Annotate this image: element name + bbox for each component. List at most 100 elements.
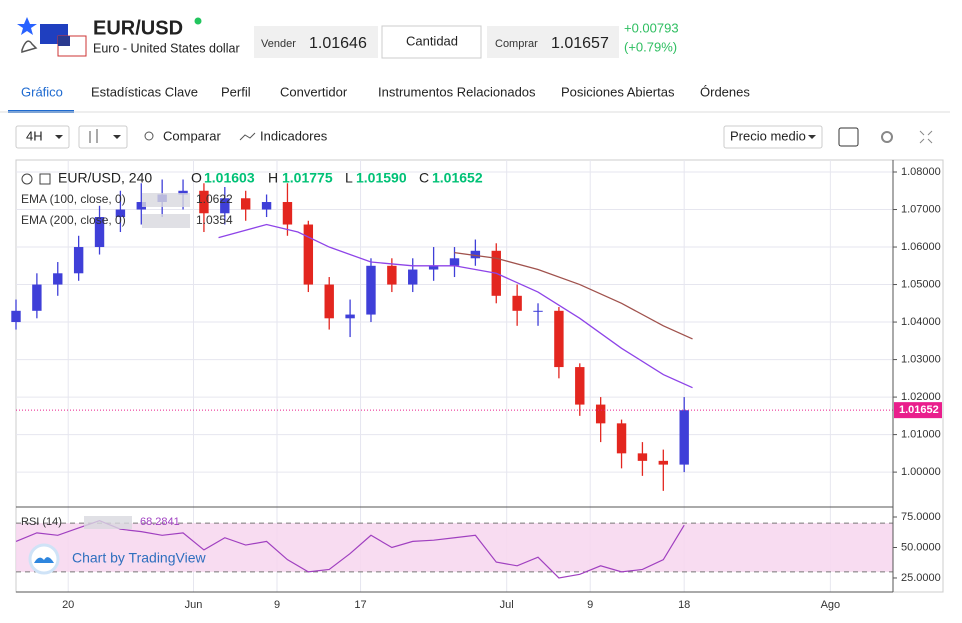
quantity-input[interactable]: [381, 25, 482, 59]
candle-body: [220, 198, 230, 214]
price-type: Precio medio: [730, 128, 806, 143]
y-tick-label: 1.04000: [901, 316, 941, 328]
indicator-controls: [142, 193, 190, 207]
legend-o: 1.01603: [204, 170, 255, 186]
collapse-icon[interactable]: [21, 173, 33, 185]
chart-frame: [15, 159, 944, 593]
candle-body: [679, 410, 689, 465]
candle-body: [387, 265, 397, 285]
candle-body: [366, 265, 376, 315]
candle-body: [470, 250, 481, 259]
watermark: Chart by TradingView: [72, 550, 206, 566]
candle-body: [658, 460, 669, 465]
compare-icon: [144, 131, 154, 141]
y-tick-label: 1.07000: [901, 203, 941, 215]
candle-body: [136, 202, 146, 210]
candle-body: [554, 310, 564, 368]
y-tick-label: 1.05000: [901, 278, 941, 290]
legend-o-label: O: [191, 170, 202, 186]
candle-body: [32, 284, 42, 311]
quantity-label: Cantidad: [406, 33, 458, 48]
change: +0.00793: [624, 20, 679, 35]
candle-body: [199, 190, 209, 214]
indicator-legend: EMA (100, close, 0) 1.0622 EMA (200, close…: [21, 192, 233, 228]
candle-body: [575, 367, 585, 405]
star-icon[interactable]: [17, 17, 37, 35]
candle-body: [94, 217, 105, 248]
candle-body: [637, 453, 648, 461]
indicator-controls: [84, 516, 132, 529]
candle-body: [512, 295, 522, 311]
y-tick-label: 1.00000: [901, 466, 941, 478]
indicators-button[interactable]: Indicadores: [260, 128, 328, 143]
y-tick-label: 1.06000: [901, 241, 941, 253]
candle-body: [115, 209, 126, 218]
candle-body: [282, 202, 293, 225]
last-price-badge: [894, 402, 942, 419]
ema-line: [218, 223, 693, 389]
y-tick-label: 1.03000: [901, 353, 941, 365]
buy-price: 1.01657: [551, 35, 609, 52]
rsi-value: 68.2841: [140, 516, 180, 528]
indicator-value: 1.0622: [196, 192, 233, 206]
tab[interactable]: Instrumentos Relacionados: [378, 84, 536, 99]
tab[interactable]: Perfil: [221, 84, 251, 99]
interval-select[interactable]: [15, 125, 70, 149]
pane-icon[interactable]: [39, 173, 51, 185]
tab[interactable]: Gráfico: [21, 84, 63, 99]
watermark-cloud: [34, 557, 54, 563]
chart-style-select[interactable]: [78, 125, 128, 149]
y-tick-label: 1.01000: [901, 429, 941, 441]
settings-icon[interactable]: [881, 131, 893, 143]
compare-button[interactable]: Comparar: [163, 128, 221, 143]
candle-body: [11, 310, 21, 323]
indicator-value: 1.0354: [196, 213, 233, 227]
candle-body: [428, 265, 439, 270]
interval: 4H: [26, 128, 43, 143]
bell-icon[interactable]: [21, 40, 38, 53]
candle-body: [240, 198, 251, 210]
sell-box[interactable]: [254, 26, 378, 58]
legend-l: 1.01590: [356, 170, 407, 186]
rsi-line: [15, 520, 685, 579]
expand-icon[interactable]: [919, 130, 933, 144]
watermark-logo: [28, 543, 60, 575]
symbol: EUR/USD: [93, 17, 183, 39]
candle-body: [449, 258, 460, 266]
tabs: Gráfico Estadísticas Clave Perfil Convertid…: [8, 84, 750, 113]
indicators-icon: [239, 132, 256, 141]
x-tick-label: Ago: [821, 599, 841, 611]
sell-price: 1.01646: [309, 35, 367, 52]
last-price-label: 1.01652: [899, 404, 939, 416]
x-tick-label: 18: [678, 599, 690, 611]
price-type-select[interactable]: [723, 125, 823, 149]
rsi-band: [16, 523, 893, 572]
rsi-tick-label: 25.0000: [901, 572, 941, 584]
chart: 20 Jun 9 17 Jul 9 18 Ago 1.08000 1.07000 1.06000 1.…: [11, 160, 942, 611]
x-tick-label: Jul: [500, 599, 514, 611]
candle-body: [73, 247, 84, 274]
legend-c: 1.01652: [432, 170, 483, 186]
candle-body: [324, 284, 334, 319]
indicator-name: EMA (200, close, 0): [21, 213, 126, 227]
legend-c-label: C: [419, 170, 429, 186]
y-tick-label: 1.02000: [901, 391, 941, 403]
caret: [808, 135, 816, 139]
x-tick-label: 9: [587, 599, 593, 611]
candle-icon: [89, 129, 98, 143]
legend-h-label: H: [268, 170, 278, 186]
x-tick-label: 17: [354, 599, 366, 611]
caret: [55, 135, 63, 139]
rsi-tick-label: 50.0000: [901, 541, 941, 553]
us-flag-canton: [58, 36, 70, 46]
tab[interactable]: Órdenes: [700, 84, 750, 99]
buy-box[interactable]: [487, 26, 619, 58]
tab[interactable]: Posiciones Abiertas: [561, 84, 675, 99]
rsi-tick-label: 75.0000: [901, 511, 941, 523]
tab[interactable]: Estadísticas Clave: [91, 84, 198, 99]
rsi-name: RSI (14): [21, 516, 62, 528]
tab[interactable]: Convertidor: [280, 84, 348, 99]
candle-body: [303, 224, 314, 285]
fullscreen-toggle[interactable]: [838, 127, 859, 147]
candle-body: [616, 423, 627, 454]
